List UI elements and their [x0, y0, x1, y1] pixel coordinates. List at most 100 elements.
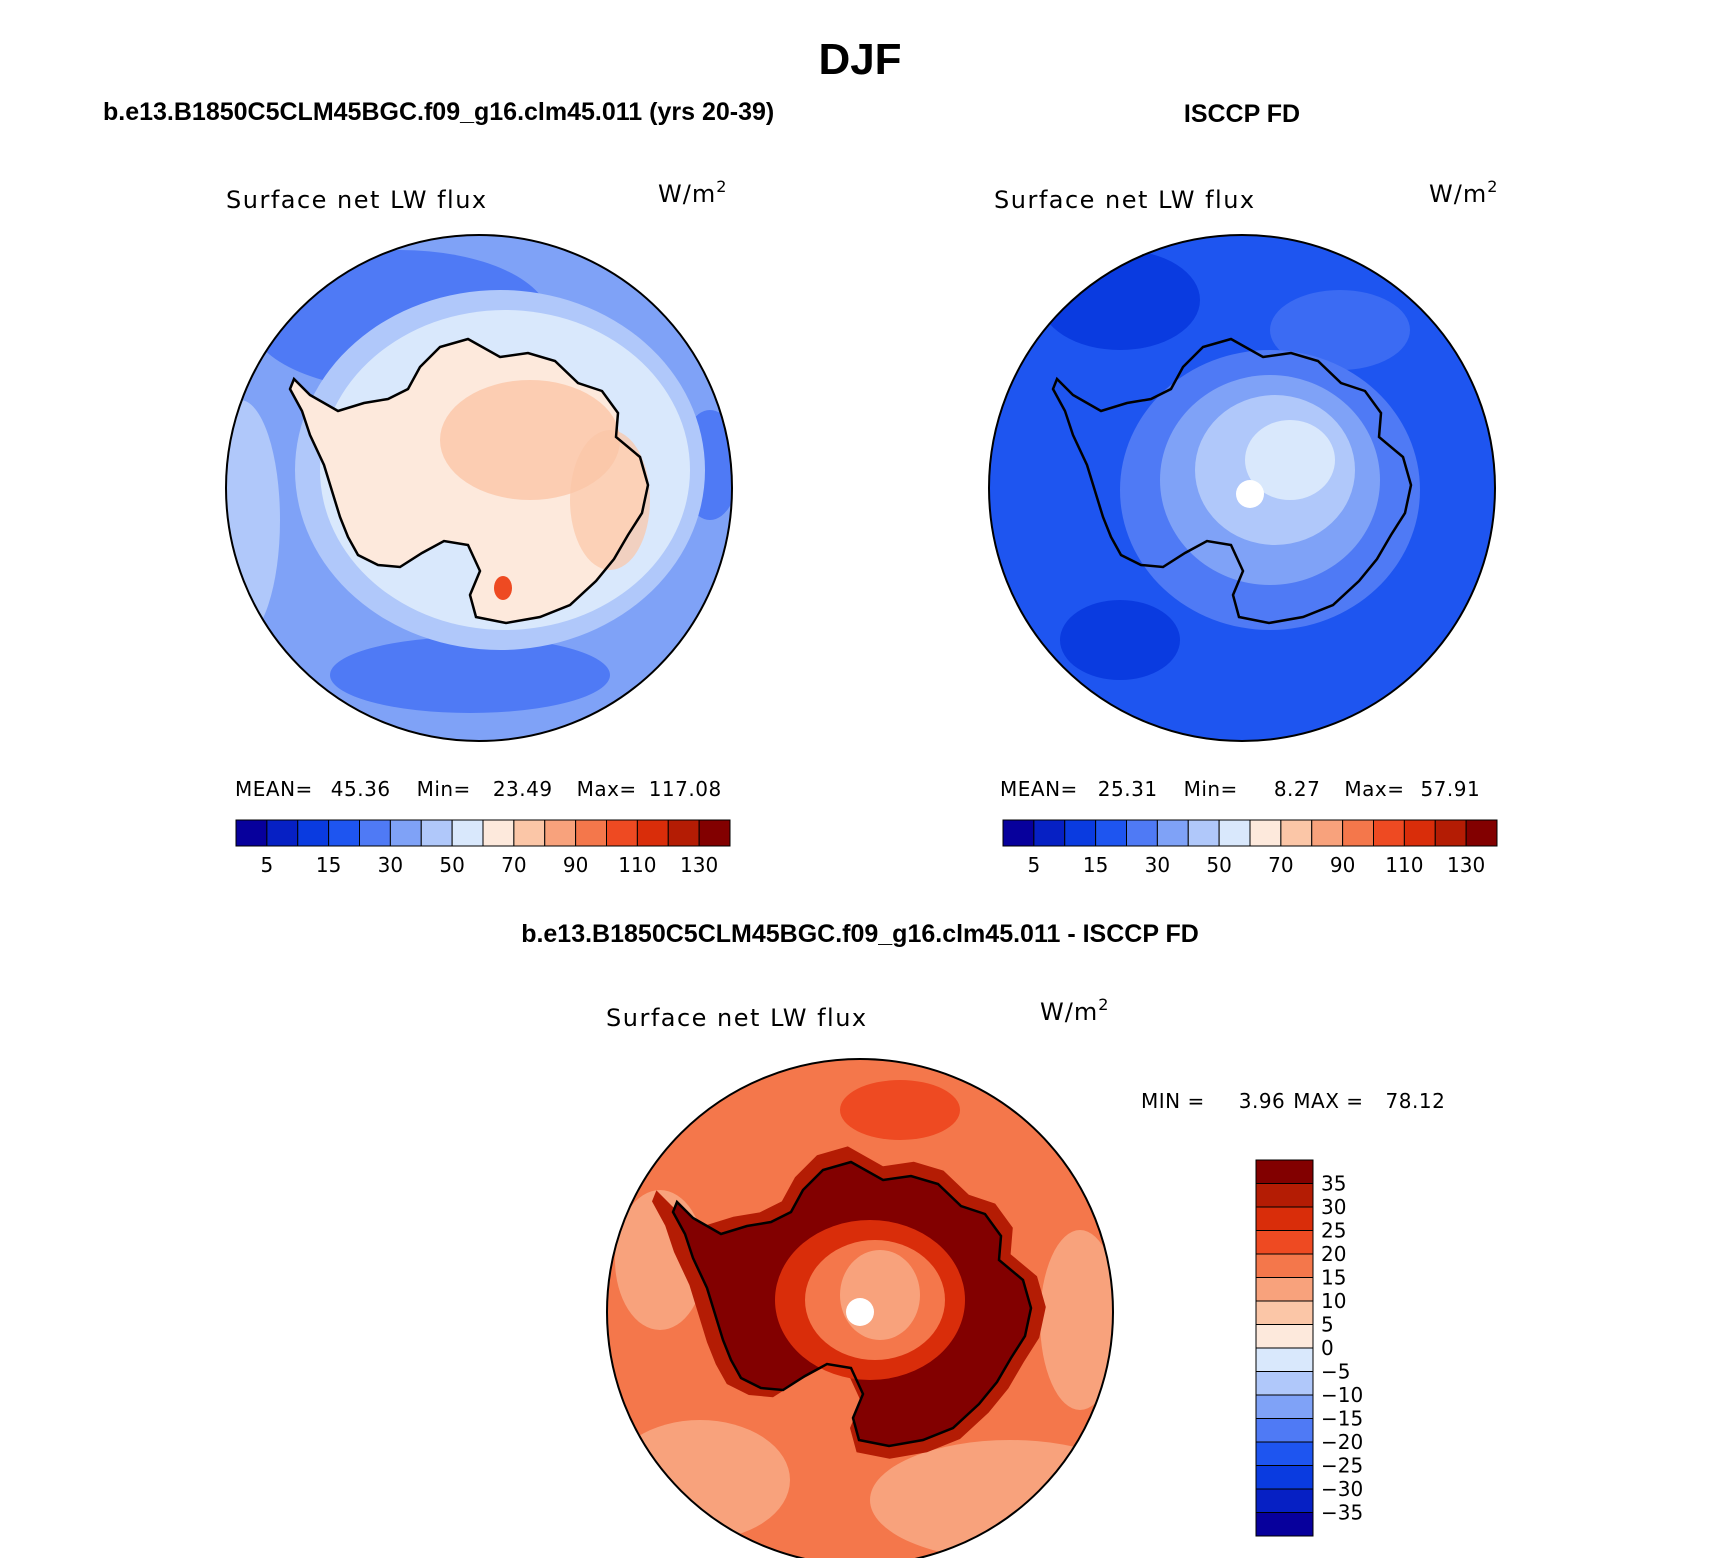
panel-obs-colorbar-swatch [1033, 819, 1066, 847]
panel-model-colorbar-tick-label: 130 [680, 853, 718, 877]
panel-diff-colorbar-tick-label: −35 [1321, 1501, 1363, 1525]
panel-diff-colorbar-swatch [1255, 1300, 1314, 1325]
panel-diff-colorbar-swatch [1255, 1183, 1314, 1208]
panel-obs-colorbar-swatch [1280, 819, 1313, 847]
panel-diff: Surface net LW flux W/m2 MIN = 3.96 MAX = 7… [606, 995, 1445, 1558]
panel-model-colorbar-swatch [698, 819, 731, 847]
panel-diff-colorbar-swatch [1255, 1277, 1314, 1302]
panel-obs-header: ISCCP FD [1184, 100, 1300, 128]
panel-model-colorbar-tick-label: 70 [501, 853, 526, 877]
panel-diff-map [607, 1059, 1113, 1558]
panel-model-colorbar-swatch [451, 819, 484, 847]
panel-model-variable: Surface net LW flux [226, 186, 488, 214]
panel-model-colorbar-swatch [235, 819, 268, 847]
panel-diff-map-border [606, 1058, 1114, 1558]
panel-model-colorbar-swatch [667, 819, 700, 847]
panel-diff-variable: Surface net LW flux [606, 1004, 868, 1032]
panel-obs-variable: Surface net LW flux [994, 186, 1256, 214]
panel-obs-stats: MEAN= 25.31 Min= 8.27 Max= 57.91 [1000, 777, 1480, 801]
panel-model-stats: MEAN= 45.36 Min= 23.49 Max= 117.08 [235, 777, 722, 801]
panel-model-colorbar-swatch [420, 819, 453, 847]
panel-obs-colorbar-tick-label: 130 [1447, 853, 1485, 877]
panel-diff-colorbar-tick-label: 25 [1321, 1219, 1346, 1243]
panel-obs-colorbar: 5 15 30 50 70 90 110 130 [1002, 819, 1498, 877]
panel-model-map [226, 235, 732, 741]
panel-model-colorbar-tick-label: 110 [618, 853, 656, 877]
panel-diff-colorbar-tick-label: −30 [1321, 1477, 1363, 1501]
panel-diff-colorbar-tick-label: −25 [1321, 1454, 1363, 1478]
panel-obs-colorbar-tick-label: 30 [1145, 853, 1170, 877]
panel-model-colorbar-tick-label: 50 [439, 853, 464, 877]
panel-model-colorbar-swatch [575, 819, 607, 847]
panel-diff-colorbar-swatch [1255, 1159, 1314, 1184]
panel-diff-colorbar-tick-label: 15 [1321, 1266, 1346, 1290]
panel-diff-colorbar-tick-label: −15 [1321, 1407, 1363, 1431]
panel-model-colorbar-tick-label: 30 [378, 853, 403, 877]
panel-obs-colorbar-swatch [1403, 819, 1436, 847]
panel-obs-colorbar-swatch [1373, 819, 1405, 847]
panel-model-colorbar-swatch [544, 819, 577, 847]
panel-diff-colorbar-swatch [1255, 1465, 1314, 1490]
panel-diff-colorbar-tick-label: 10 [1321, 1289, 1346, 1313]
panel-model-colorbar-swatch [606, 819, 638, 847]
panel-diff-colorbar-swatch [1255, 1324, 1314, 1349]
panel-obs-colorbar-tick-label: 50 [1206, 853, 1231, 877]
panel-diff-colorbar-tick-label: −20 [1321, 1430, 1363, 1454]
panel-diff-colorbar-swatch [1255, 1206, 1314, 1231]
panel-model: Surface net LW flux W/m2 MEAN= 45.36 Min= 2… [225, 177, 733, 877]
panel-diff-colorbar-swatch [1255, 1441, 1314, 1466]
panel-obs-map [989, 235, 1495, 741]
panel-model-units: W/m2 [658, 177, 727, 208]
panel-obs-colorbar-swatch [1095, 819, 1127, 847]
panel-obs-colorbar-tick-label: 5 [1028, 853, 1041, 877]
panel-obs-colorbar-swatch [1002, 819, 1035, 847]
panel-obs-units: W/m2 [1429, 177, 1498, 208]
panel-diff-colorbar-swatch [1255, 1230, 1314, 1255]
panel-diff-colorbar-tick-label: 5 [1321, 1313, 1334, 1337]
panel-obs-colorbar-tick-label: 90 [1330, 853, 1355, 877]
panel-diff-colorbar-tick-label: 30 [1321, 1195, 1346, 1219]
panel-diff-colorbar-swatch [1255, 1371, 1314, 1396]
panel-obs-colorbar-swatch [1064, 819, 1097, 847]
panel-diff-colorbar-swatch [1255, 1347, 1314, 1372]
panel-diff-colorbar-tick-label: −10 [1321, 1383, 1363, 1407]
panel-obs-colorbar-swatch [1126, 819, 1158, 847]
panel-obs-map-border [988, 234, 1496, 742]
panel-model-map-border [225, 234, 733, 742]
panel-diff-colorbar-swatch [1255, 1394, 1314, 1419]
panel-obs-colorbar-tick-label: 15 [1083, 853, 1108, 877]
panel-diff-colorbar-swatch [1255, 1418, 1314, 1443]
panel-model-colorbar-swatch [389, 819, 422, 847]
panel-diff-header: b.e13.B1850C5CLM45BGC.f09_g16.clm45.011 … [521, 920, 1199, 948]
panel-model-colorbar-swatch [636, 819, 669, 847]
panel-obs-colorbar-swatch [1342, 819, 1374, 847]
panel-obs-colorbar-swatch [1434, 819, 1467, 847]
panel-model-colorbar-swatch [482, 819, 515, 847]
panel-obs-colorbar-tick-label: 110 [1385, 853, 1423, 877]
panel-obs-colorbar-tick-label: 70 [1268, 853, 1293, 877]
panel-model-colorbar-swatch [328, 819, 360, 847]
panel-model-colorbar-tick-label: 5 [261, 853, 274, 877]
panel-model-colorbar-swatch [297, 819, 330, 847]
panel-diff-stats: MIN = 3.96 MAX = 78.12 [1141, 1089, 1445, 1113]
panel-obs-colorbar-swatch [1156, 819, 1189, 847]
panel-diff-colorbar-tick-label: 20 [1321, 1242, 1346, 1266]
panel-obs-colorbar-swatch [1465, 819, 1498, 847]
panel-diff-colorbar-tick-label: −5 [1321, 1360, 1350, 1384]
panel-model-colorbar-swatch [266, 819, 299, 847]
panel-obs-colorbar-swatch [1311, 819, 1344, 847]
panel-diff-colorbar-tick-label: 35 [1321, 1172, 1346, 1196]
panel-model-colorbar-tick-label: 90 [563, 853, 588, 877]
panel-model-colorbar: 5 15 30 50 70 90 110 130 [235, 819, 731, 877]
panel-obs: Surface net LW flux W/m2 MEAN= 25.31 Min= 8… [988, 177, 1498, 877]
panel-diff-colorbar-swatch [1255, 1253, 1314, 1278]
panel-model-colorbar-tick-label: 15 [316, 853, 341, 877]
panel-diff-colorbar-swatch [1255, 1512, 1314, 1537]
panel-diff-colorbar-tick-label: 0 [1321, 1336, 1334, 1360]
panel-model-colorbar-swatch [359, 819, 391, 847]
panel-obs-colorbar-swatch [1249, 819, 1282, 847]
panel-model-colorbar-swatch [513, 819, 546, 847]
panel-diff-colorbar-swatch [1255, 1488, 1314, 1513]
